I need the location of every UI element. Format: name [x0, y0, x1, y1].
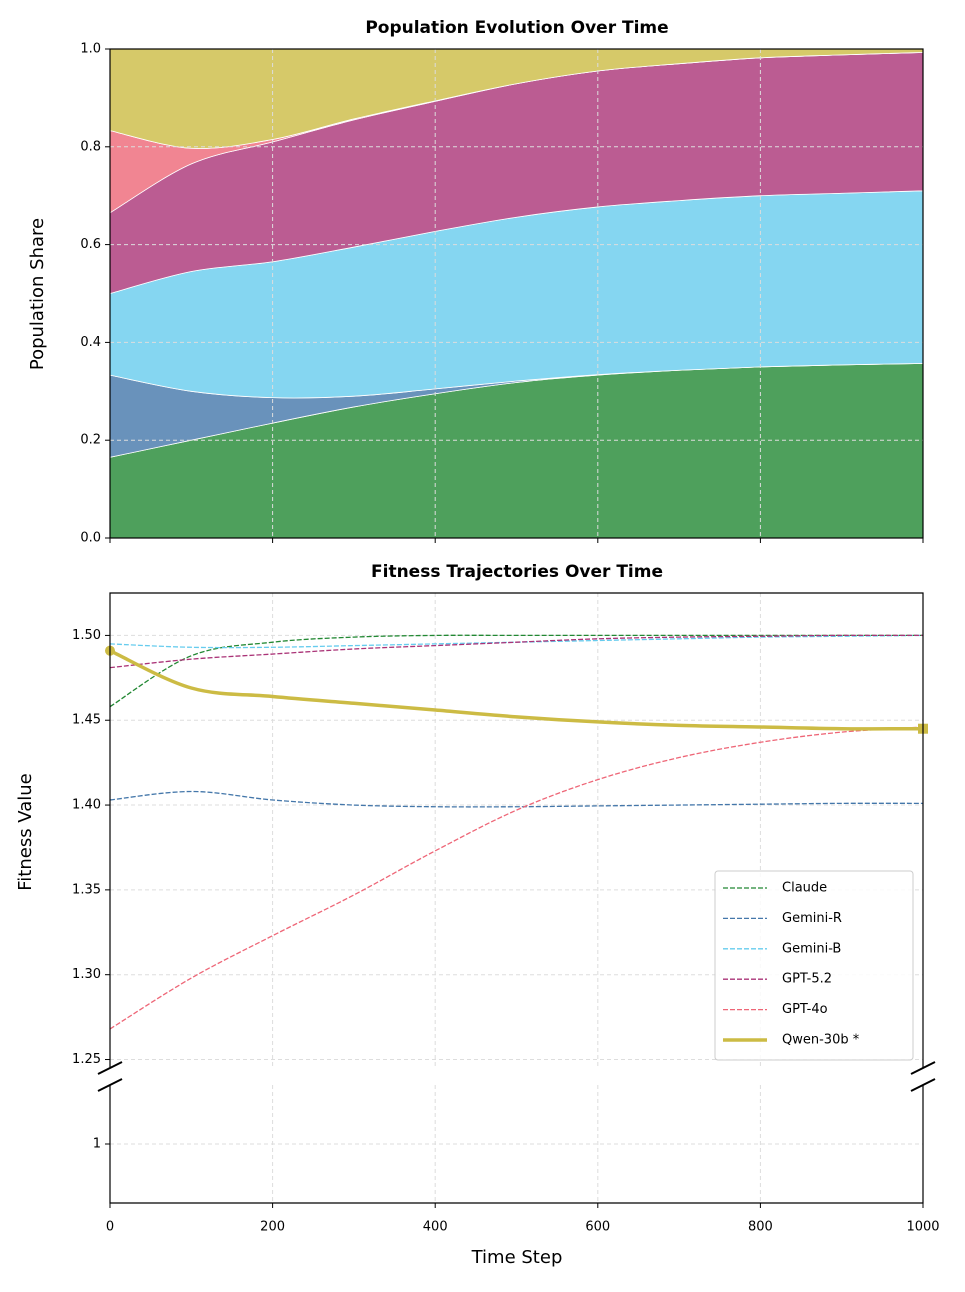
- y-axis-label: Population Share: [27, 218, 48, 370]
- y-tick-label: 1.45: [72, 713, 101, 728]
- y-tick-label: 1.25: [72, 1052, 101, 1067]
- line: [110, 634, 923, 708]
- line: [110, 634, 923, 669]
- x-tick-label: 0: [106, 1220, 114, 1235]
- axis-break: [97, 1061, 123, 1075]
- x-tick-label: 400: [423, 1220, 448, 1235]
- y-axis-label: Fitness Value: [15, 773, 36, 891]
- y-tick-label: 1.50: [72, 628, 101, 643]
- legend-label: GPT-4o: [782, 1002, 828, 1017]
- y-tick-label: 1.30: [72, 967, 101, 982]
- x-axis-label: Time Step: [471, 1247, 563, 1268]
- legend-label: GPT-5.2: [782, 972, 832, 987]
- legend-label: Claude: [782, 881, 827, 896]
- legend-label: Gemini-R: [782, 911, 842, 926]
- y-tick-label: 0.6: [80, 237, 101, 252]
- y-tick-label: 1.35: [72, 882, 101, 897]
- y-tick-label: 0.0: [80, 531, 101, 546]
- x-tick-label: 600: [585, 1220, 610, 1235]
- x-tick-label: 200: [260, 1220, 285, 1235]
- axes-frame: [109, 1085, 924, 1204]
- legend-label: Gemini-B: [782, 941, 841, 956]
- legend-label: Qwen-30b *: [782, 1033, 860, 1048]
- chart-title: Population Evolution Over Time: [365, 18, 668, 38]
- x-tick-label: 800: [748, 1220, 773, 1235]
- line: [110, 634, 923, 649]
- x-tick-label: 1000: [906, 1220, 939, 1235]
- y-tick-label: 0.2: [80, 433, 101, 448]
- y-tick-label: 0.4: [80, 335, 101, 350]
- axis-break: [97, 1078, 123, 1092]
- axes-frame: [109, 592, 924, 1068]
- line: [110, 790, 923, 808]
- y-tick-label: 1: [93, 1137, 101, 1152]
- y-tick-label: 1.40: [72, 798, 101, 813]
- y-tick-label: 1.0: [80, 42, 101, 57]
- chart-title: Fitness Trajectories Over Time: [371, 562, 663, 582]
- axis-break: [910, 1078, 936, 1092]
- line: [110, 649, 923, 731]
- axes-frame: [109, 48, 924, 539]
- axis-break: [910, 1061, 936, 1075]
- y-tick-label: 0.8: [80, 139, 101, 154]
- legend-box: [714, 870, 914, 1061]
